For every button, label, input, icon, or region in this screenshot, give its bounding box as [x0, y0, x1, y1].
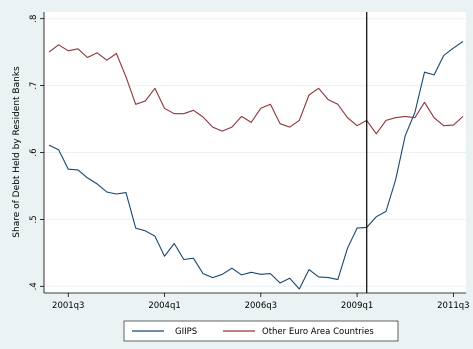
y-axis-title: Share of Debt Held by Resident Banks — [12, 66, 22, 238]
series-lines — [48, 40, 464, 290]
x-tick-label: 2011q3 — [437, 301, 469, 311]
y-tick-label: .5 — [29, 215, 39, 223]
y-tick-label: .6 — [29, 148, 39, 156]
series-line-giips — [48, 40, 464, 290]
x-tick-label: 2006q3 — [245, 301, 277, 311]
y-tick-label: .7 — [29, 82, 39, 90]
x-tick-label: 2009q1 — [341, 301, 373, 311]
y-tick-label: .4 — [29, 282, 39, 290]
legend-label-other-euro: Other Euro Area Countries — [262, 327, 374, 337]
x-tick-label: 2004q1 — [148, 301, 180, 311]
x-axis-ticks: 2001q3 2004q1 2006q3 2009q1 2011q3 — [52, 293, 470, 311]
legend-label-giips: GIIPS — [175, 327, 197, 337]
y-tick-label: .8 — [29, 15, 39, 23]
y-axis-ticks: .4 .5 .6 .7 .8 — [29, 15, 44, 290]
series-line-other-euro — [48, 44, 464, 135]
gridlines — [44, 18, 466, 287]
legend: GIIPS Other Euro Area Countries — [123, 320, 399, 342]
x-tick-label: 2001q3 — [52, 301, 84, 311]
legend-box — [123, 320, 399, 342]
